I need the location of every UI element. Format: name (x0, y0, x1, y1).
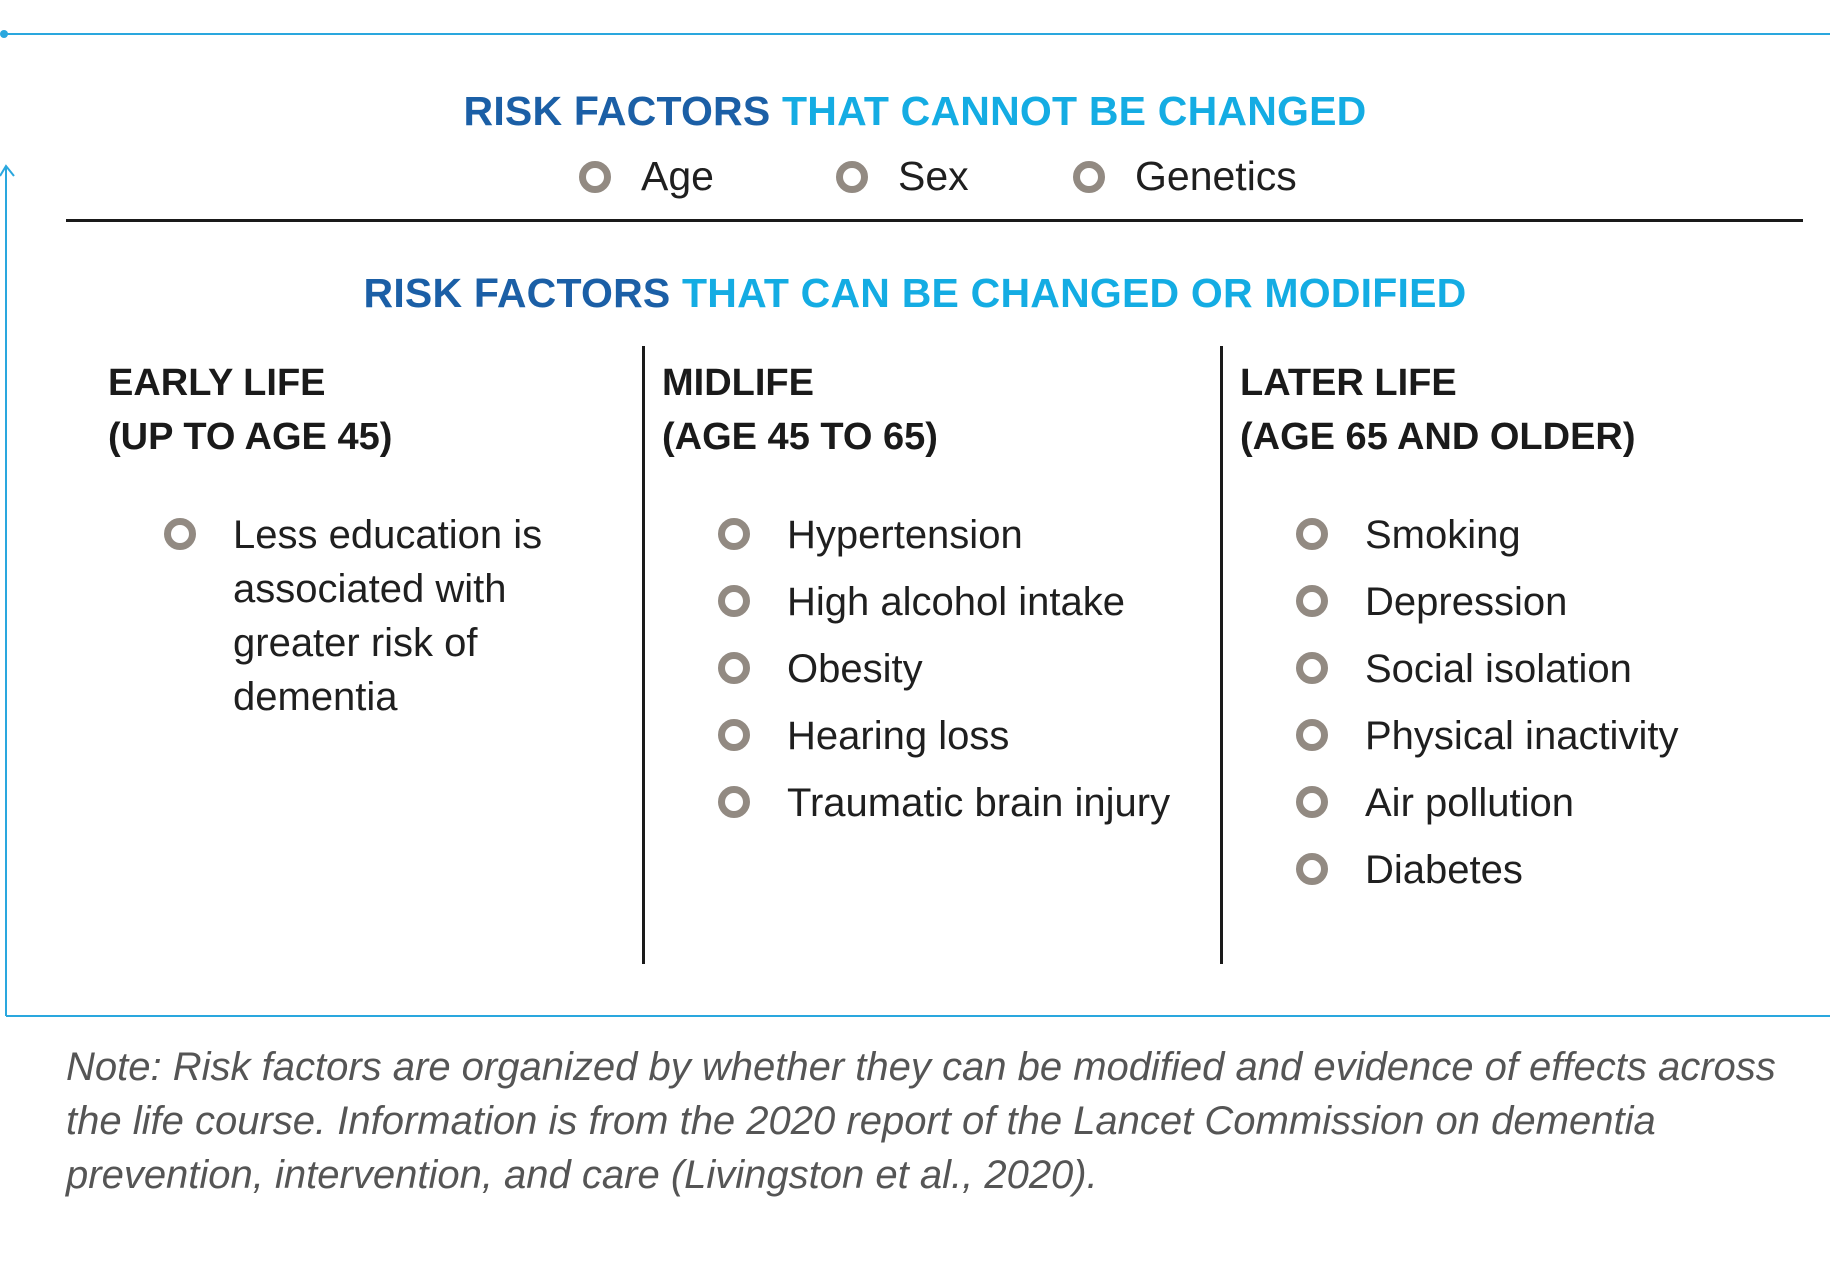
column-title: EARLY LIFE (UP TO AGE 45) (108, 356, 628, 464)
column-title-line1: MIDLIFE (662, 362, 814, 404)
column-divider (1220, 346, 1223, 964)
list-item-label: Depression (1365, 580, 1568, 624)
bullet-icon (164, 518, 196, 550)
list-item: Traumatic brain injury (662, 776, 1170, 830)
list-item: Less education is associated with greate… (108, 508, 553, 724)
bullet-icon (718, 585, 750, 617)
list-item: Physical inactivity (1240, 709, 1678, 763)
list-item-label: Less education is associated with greate… (233, 513, 543, 719)
list-item-label: Obesity (787, 647, 923, 691)
bullet-icon (1296, 853, 1328, 885)
list-item: Depression (1240, 575, 1678, 629)
bullet-icon (718, 719, 750, 751)
fixed-item-label: Sex (898, 153, 969, 199)
list-item: Diabetes (1240, 843, 1678, 897)
column-early-life: EARLY LIFE (UP TO AGE 45) Less education… (108, 356, 628, 719)
list-item-label: Hypertension (787, 513, 1023, 557)
bullet-icon (1296, 652, 1328, 684)
list-item: Obesity (662, 642, 1170, 696)
list-item: Air pollution (1240, 776, 1678, 830)
list-item: High alcohol intake (662, 575, 1170, 629)
frame-left-arrow (0, 164, 15, 177)
list-item-label: High alcohol intake (787, 580, 1125, 624)
bullet-icon (1296, 719, 1328, 751)
list-item-label: Physical inactivity (1365, 714, 1679, 758)
bullet-icon (718, 652, 750, 684)
fixed-item-genetics: Genetics (1073, 153, 1297, 200)
column-title: MIDLIFE (AGE 45 TO 65) (662, 356, 1202, 464)
column-title-line1: LATER LIFE (1240, 362, 1457, 404)
bullet-icon (718, 786, 750, 818)
bullet-icon (579, 160, 611, 193)
list-item-label: Diabetes (1365, 848, 1523, 892)
column-title-line2: (AGE 65 AND OLDER) (1240, 416, 1636, 458)
fixed-item-sex: Sex (836, 153, 969, 200)
fixed-item-label: Age (641, 153, 714, 199)
list-item-label: Social isolation (1365, 647, 1632, 691)
bullet-icon (1296, 585, 1328, 617)
figure-note: Note: Risk factors are organized by whet… (66, 1045, 1776, 1197)
list-item: Hearing loss (662, 709, 1170, 763)
bullet-icon (836, 160, 868, 193)
list-item: Social isolation (1240, 642, 1678, 696)
bullet-icon (1073, 160, 1105, 193)
column-title-line2: (AGE 45 TO 65) (662, 416, 938, 458)
list-item-label: Smoking (1365, 513, 1521, 557)
heading-modifiable-part1: RISK FACTORS (363, 270, 671, 316)
heading-modifiable-part2: THAT CAN BE CHANGED OR MODIFIED (682, 270, 1467, 316)
heading-unchangeable-part2: THAT CANNOT BE CHANGED (782, 88, 1367, 134)
heading-modifiable-risk-factors: RISK FACTORS THAT CAN BE CHANGED OR MODI… (0, 270, 1830, 317)
column-later-life: LATER LIFE (AGE 65 AND OLDER) Smoking De… (1240, 356, 1800, 892)
risk-factor-list: Hypertension High alcohol intake Obesity… (662, 508, 1170, 843)
frame-top-dot (0, 30, 8, 38)
list-item-label: Traumatic brain injury (787, 781, 1171, 825)
bullet-icon (1296, 786, 1328, 818)
risk-factor-list: Less education is associated with greate… (108, 508, 553, 724)
fixed-item-age: Age (579, 153, 714, 200)
bullet-icon (1296, 518, 1328, 550)
column-divider (642, 346, 645, 964)
section-divider (66, 219, 1803, 222)
heading-unchangeable-part1: RISK FACTORS (463, 88, 771, 134)
heading-unchangeable-risk-factors: RISK FACTORS THAT CANNOT BE CHANGED (0, 88, 1830, 135)
risk-factor-list: Smoking Depression Social isolation Phys… (1240, 508, 1678, 910)
column-title-line2: (UP TO AGE 45) (108, 416, 393, 458)
list-item: Smoking (1240, 508, 1678, 562)
list-item-label: Hearing loss (787, 714, 1010, 758)
column-title: LATER LIFE (AGE 65 AND OLDER) (1240, 356, 1800, 464)
column-title-line1: EARLY LIFE (108, 362, 326, 404)
list-item-label: Air pollution (1365, 781, 1575, 825)
list-item: Hypertension (662, 508, 1170, 562)
column-midlife: MIDLIFE (AGE 45 TO 65) Hypertension High… (662, 356, 1202, 825)
fixed-item-label: Genetics (1135, 153, 1297, 199)
bullet-icon (718, 518, 750, 550)
